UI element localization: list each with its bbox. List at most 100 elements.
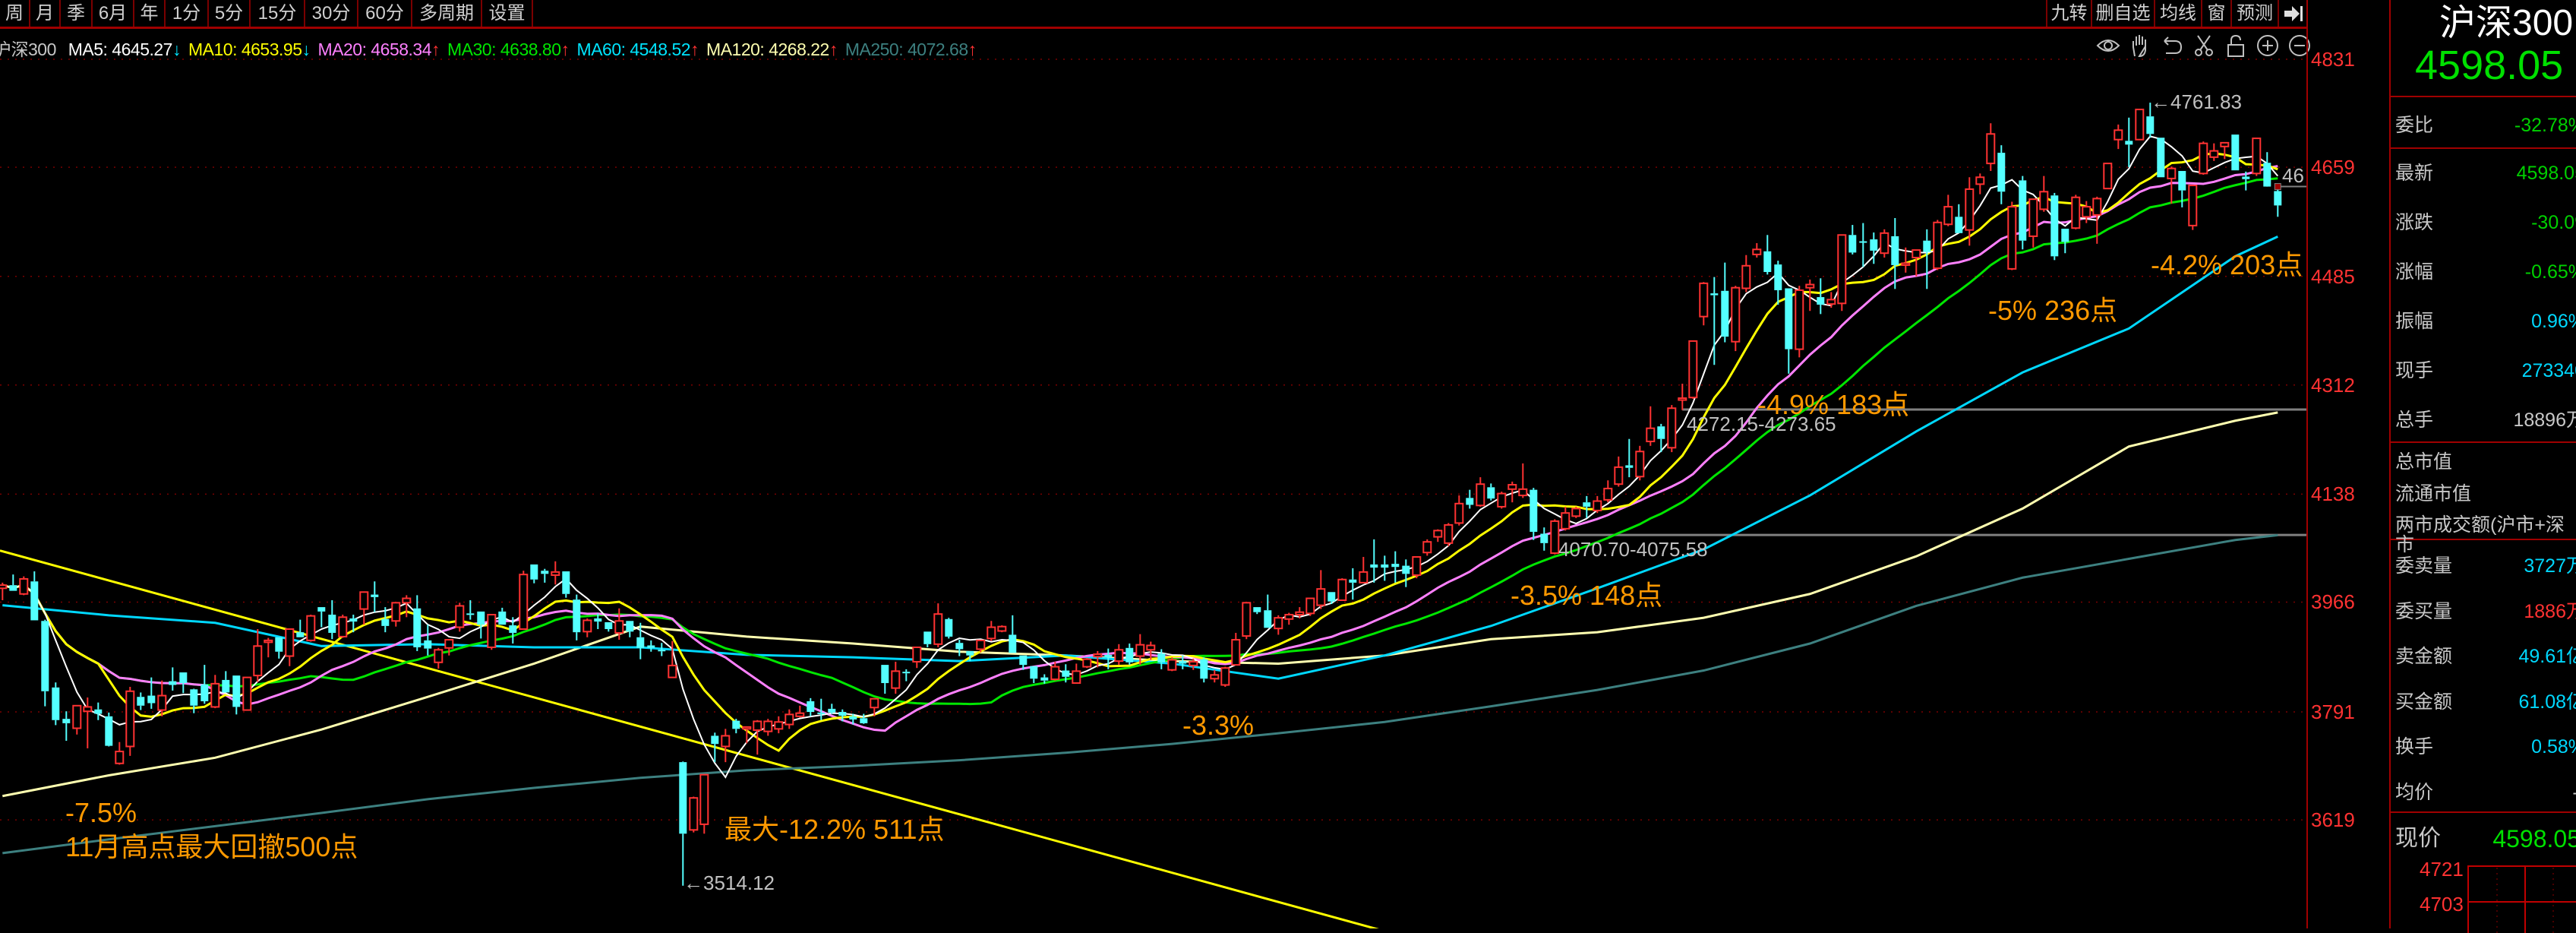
candle-body xyxy=(689,797,699,831)
tool-button[interactable]: 删自选 xyxy=(2092,0,2155,27)
candle-body xyxy=(466,613,475,615)
arrow-up-icon: ↑ xyxy=(968,40,977,59)
candle xyxy=(1837,234,1847,312)
candle-body xyxy=(2209,150,2219,158)
panel-title: 沪深300 xyxy=(2439,3,2574,43)
eye-icon[interactable] xyxy=(2096,33,2120,58)
quote-value: 1886万 xyxy=(2524,600,2576,622)
quote-label: 换手 xyxy=(2395,736,2434,757)
candle-body xyxy=(1391,564,1400,568)
now-price-label: 现价 xyxy=(2395,826,2441,851)
period-button[interactable]: 1分 xyxy=(166,0,209,27)
zoom-out-icon[interactable] xyxy=(2287,33,2312,58)
tool-button[interactable]: 均线 xyxy=(2155,0,2202,27)
candle xyxy=(413,595,421,651)
candle xyxy=(1391,551,1400,583)
quote-label: 振幅 xyxy=(2395,311,2434,332)
period-button[interactable]: 多周期 xyxy=(412,0,482,27)
candle-body xyxy=(849,716,857,720)
candle xyxy=(828,704,836,714)
mini-tick: 4721 xyxy=(2420,858,2464,881)
candle xyxy=(2135,109,2145,141)
candle-body xyxy=(1072,670,1081,685)
candle xyxy=(689,796,699,833)
candle-body xyxy=(1880,232,1889,255)
candle xyxy=(210,675,220,709)
candle xyxy=(1911,249,1921,277)
candle-body xyxy=(2135,109,2145,141)
candle-body xyxy=(1540,533,1548,543)
candle-body xyxy=(509,625,517,633)
candle xyxy=(626,621,634,637)
candle xyxy=(147,677,156,709)
tool-button[interactable]: 九转 xyxy=(2046,0,2092,27)
candle xyxy=(349,615,358,633)
scissors-icon[interactable] xyxy=(2192,33,2216,58)
candle-body xyxy=(891,670,901,689)
tool-button[interactable]: 预测 xyxy=(2232,0,2279,27)
quote-label: 两市成交额(沪市+深市 xyxy=(2395,514,2565,555)
period-button[interactable]: 年 xyxy=(134,0,166,27)
arrow-left-icon: ← xyxy=(683,871,703,894)
candlestick-chart[interactable] xyxy=(0,0,2307,928)
hand-icon[interactable] xyxy=(2128,33,2152,58)
annotation-note: -7.5% xyxy=(65,797,137,828)
candle-body xyxy=(115,751,125,764)
candle xyxy=(1795,286,1804,358)
collapse-panel-button[interactable] xyxy=(2279,0,2307,27)
y-tick-label: 3619 xyxy=(2311,808,2355,832)
quote-label: 委比 xyxy=(2395,115,2434,136)
candle-body xyxy=(1583,502,1591,507)
candle-body xyxy=(1741,264,1751,289)
candle xyxy=(1518,463,1528,498)
candle xyxy=(679,761,687,886)
candle-body xyxy=(594,618,602,622)
period-button[interactable]: 季 xyxy=(61,0,93,27)
candle-body xyxy=(264,639,273,644)
candle xyxy=(1157,649,1166,669)
arrow-up-icon: ↑ xyxy=(431,40,440,59)
candle xyxy=(1284,612,1294,625)
candle-body xyxy=(933,613,943,645)
candle xyxy=(1497,492,1507,509)
candle xyxy=(1189,658,1198,670)
candle-body xyxy=(1402,565,1410,574)
mini-chart xyxy=(2467,865,2576,933)
period-button[interactable]: 6月 xyxy=(93,0,134,27)
candle-body xyxy=(1327,592,1336,602)
candle xyxy=(509,617,517,644)
divider xyxy=(2391,811,2576,813)
candle-body xyxy=(2157,138,2165,178)
undo-icon[interactable] xyxy=(2160,33,2184,58)
candle xyxy=(1752,243,1762,258)
candle-body xyxy=(402,597,412,604)
period-button[interactable]: 30分 xyxy=(305,0,358,27)
tool-button[interactable]: 窗 xyxy=(2202,0,2232,27)
candle-body xyxy=(2231,134,2240,171)
candle xyxy=(2252,138,2262,176)
candle-body xyxy=(1752,248,1762,255)
zoom-in-icon[interactable] xyxy=(2256,33,2280,58)
candle-body xyxy=(52,687,60,720)
quote-label: 最新 xyxy=(2395,163,2434,184)
candle-body xyxy=(1763,251,1772,273)
period-button[interactable]: 设置 xyxy=(482,0,533,27)
candle-body xyxy=(1305,597,1315,615)
lock-icon[interactable] xyxy=(2224,33,2248,58)
candle xyxy=(1062,664,1070,683)
period-button[interactable]: 60分 xyxy=(358,0,412,27)
candle xyxy=(477,611,485,639)
candle xyxy=(137,692,145,710)
candle xyxy=(1019,655,1028,670)
candle-body xyxy=(275,637,283,652)
ma-legend-item: MA60: 4548.52↑ xyxy=(577,40,699,59)
ma-value: MA250: 4072.68 xyxy=(844,40,968,59)
period-button[interactable]: 周 xyxy=(0,0,30,27)
period-button[interactable]: 15分 xyxy=(251,0,305,27)
candle xyxy=(1327,592,1336,604)
candle-body xyxy=(190,689,198,706)
range-label-1: 4272.15-4273.65 xyxy=(1687,413,1836,435)
candle-body xyxy=(2007,206,2017,270)
period-button[interactable]: 月 xyxy=(30,0,61,27)
period-button[interactable]: 5分 xyxy=(209,0,251,27)
